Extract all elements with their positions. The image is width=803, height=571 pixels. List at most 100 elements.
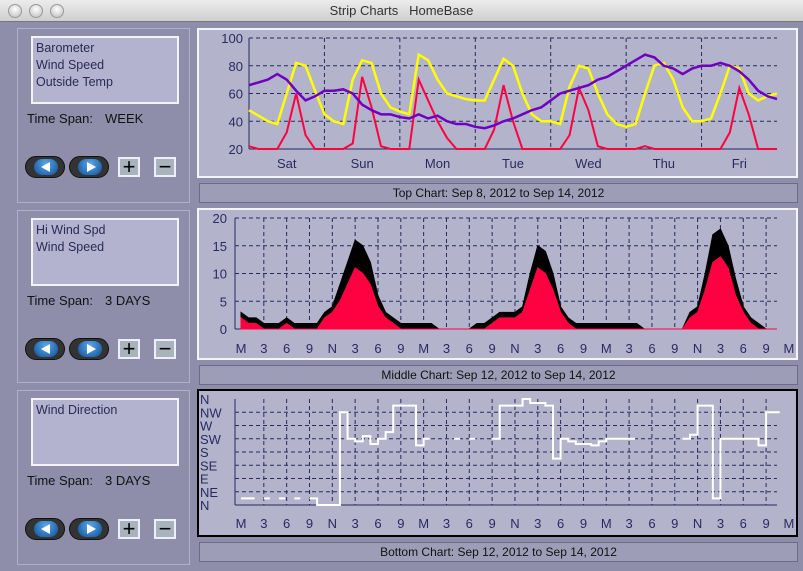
time-span-label: Time Span: [27, 111, 93, 126]
legend-item[interactable]: Barometer [36, 41, 95, 55]
title-bar: Strip Charts HomeBase [0, 0, 803, 22]
scroll-back-button[interactable] [25, 518, 65, 540]
x-tick-label: Fri [732, 156, 747, 171]
left-arrow-icon [34, 521, 58, 537]
scroll-forward-button[interactable] [69, 156, 109, 178]
x-tick-label: 6 [557, 516, 564, 531]
x-tick-label: N [693, 516, 702, 531]
legend-item[interactable]: Wind Speed [36, 240, 105, 254]
y-tick-label: S [200, 445, 209, 460]
y-tick-label: 20 [229, 142, 243, 157]
x-tick-label: 9 [489, 516, 496, 531]
right-arrow-icon [78, 341, 102, 357]
x-tick-label: 6 [648, 516, 655, 531]
x-tick-label: M [418, 341, 429, 356]
series-legend-list[interactable]: Wind Direction [31, 398, 179, 466]
scroll-forward-button[interactable] [69, 338, 109, 360]
x-tick-label: N [328, 516, 337, 531]
zoom-out-button[interactable]: − [154, 156, 176, 178]
x-tick-label: M [236, 341, 247, 356]
x-tick-label: Wed [575, 156, 602, 171]
x-tick-label: 3 [534, 516, 541, 531]
chart-controls-panel: Barometer Wind Speed Outside Temp Time Spa… [17, 28, 190, 203]
x-tick-label: 6 [466, 341, 473, 356]
scroll-back-button[interactable] [25, 338, 65, 360]
y-tick-label: 10 [213, 267, 227, 282]
y-tick-label: 80 [229, 59, 243, 74]
x-tick-label: M [783, 341, 794, 356]
x-tick-label: 9 [306, 341, 313, 356]
x-tick-label: 6 [557, 341, 564, 356]
zoom-in-button[interactable]: + [118, 156, 140, 178]
chart-caption: Bottom Chart: Sep 12, 2012 to Sep 14, 20… [199, 542, 798, 562]
middle-chart: 0 5 10 15 20 M 3 6 9 N 3 6 9 M 3 6 9 N 3 6 9 M 3 6 9 N 3 6 9 M [197, 208, 798, 360]
zoom-in-button[interactable]: + [118, 518, 140, 540]
x-tick-label: 3 [352, 516, 359, 531]
y-tick-label: 40 [229, 114, 243, 129]
y-tick-label: 60 [229, 87, 243, 102]
x-tick-label: Tue [502, 156, 524, 171]
zoom-out-button[interactable]: − [154, 338, 176, 360]
x-tick-label: 9 [580, 516, 587, 531]
legend-item[interactable]: Wind Speed [36, 58, 105, 72]
close-button[interactable] [8, 4, 22, 18]
y-tick-label: 15 [213, 239, 227, 254]
zoom-button[interactable] [50, 4, 64, 18]
x-tick-label: M [601, 341, 612, 356]
series-legend-list[interactable]: Barometer Wind Speed Outside Temp [31, 36, 179, 104]
y-tick-label: 20 [213, 211, 227, 226]
time-span: Time Span: WEEK [27, 111, 143, 126]
x-tick-label: Sun [351, 156, 374, 171]
x-tick-label: 6 [740, 516, 747, 531]
window-title: Strip Charts HomeBase [329, 3, 474, 18]
x-tick-label: 9 [580, 341, 587, 356]
time-span: Time Span: 3 DAYS [27, 293, 150, 308]
y-tick-label: W [200, 419, 213, 434]
x-tick-label: 9 [671, 516, 678, 531]
legend-item[interactable]: Hi Wind Spd [36, 223, 106, 237]
minimize-button[interactable] [29, 4, 43, 18]
legend-item[interactable]: Wind Direction [36, 403, 118, 417]
series-legend-list[interactable]: Hi Wind Spd Wind Speed [31, 218, 179, 286]
x-tick-label: 3 [260, 341, 267, 356]
x-tick-label: 6 [648, 341, 655, 356]
top-chart: 20 40 60 80 100 Sat Sun Mon Tue Wed Thu Fri [197, 28, 798, 178]
x-tick-label: Sat [277, 156, 297, 171]
x-tick-label: 3 [443, 516, 450, 531]
y-tick-label: N [200, 392, 209, 407]
series-wind-direction [309, 404, 430, 506]
y-tick-label: 100 [221, 31, 243, 46]
x-tick-label: 6 [466, 516, 473, 531]
series-wind-direction [492, 398, 636, 460]
x-tick-label: Mon [425, 156, 450, 171]
series-wind-direction [682, 404, 780, 500]
x-tick-label: N [510, 516, 519, 531]
time-span-value: 3 DAYS [105, 473, 151, 488]
time-span: Time Span: 3 DAYS [27, 473, 150, 488]
y-tick-label: NE [200, 485, 218, 500]
y-tick-label: 5 [220, 294, 227, 309]
zoom-out-button[interactable]: − [154, 518, 176, 540]
zoom-in-button[interactable]: + [118, 338, 140, 360]
series-barometer [248, 53, 778, 130]
right-arrow-icon [78, 159, 102, 175]
time-span-label: Time Span: [27, 293, 93, 308]
x-tick-label: 9 [762, 516, 769, 531]
x-tick-label: 9 [306, 516, 313, 531]
x-tick-label: 9 [397, 516, 404, 531]
x-tick-label: 3 [443, 341, 450, 356]
x-tick-label: Thu [653, 156, 675, 171]
scroll-forward-button[interactable] [69, 518, 109, 540]
scroll-back-button[interactable] [25, 156, 65, 178]
legend-item[interactable]: Outside Temp [36, 75, 113, 89]
y-tick-label: NW [200, 405, 222, 420]
y-tick-label: E [200, 472, 209, 487]
bottom-chart: N NE E SE S SW W NW N M 3 6 9 N 3 6 9 M 3 6 9 N 3 6 9 M 3 6 9 N 3 6 9 M [197, 389, 798, 537]
chart-controls-panel: Wind Direction Time Span: 3 DAYS + − [17, 390, 190, 565]
x-tick-label: 3 [260, 516, 267, 531]
x-tick-label: N [510, 341, 519, 356]
x-tick-label: 6 [283, 516, 290, 531]
x-tick-label: 6 [283, 341, 290, 356]
x-tick-label: 9 [397, 341, 404, 356]
x-tick-label: 3 [625, 516, 632, 531]
